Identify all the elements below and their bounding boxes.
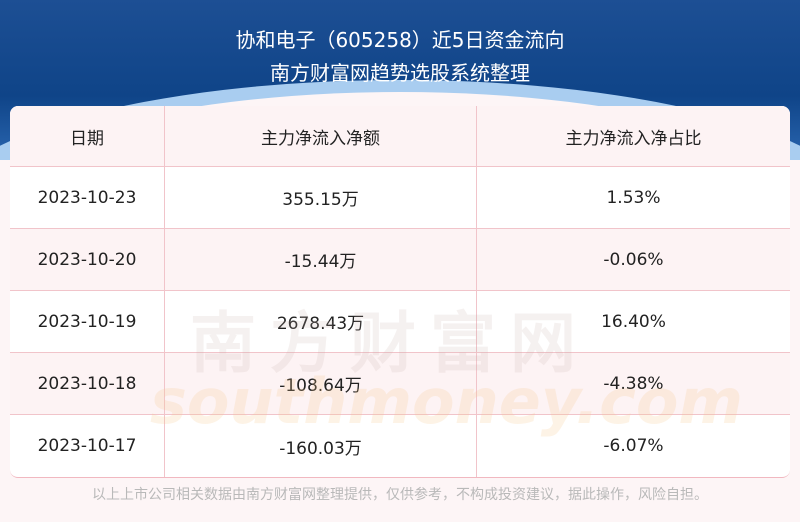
date-cell: 2023-10-23 <box>10 167 165 228</box>
table-row: 2023-10-17 -160.03万 -6.07% <box>10 415 790 477</box>
table-row: 2023-10-19 2678.43万 16.40% <box>10 291 790 353</box>
disclaimer: 以上上市公司相关数据由南方财富网整理提供，仅供参考，不构成投资建议，据此操作，风… <box>92 487 708 503</box>
table-row: 2023-10-20 -15.44万 -0.06% <box>10 229 790 291</box>
page-title: 协和电子（605258）近5日资金流向 <box>235 28 565 52</box>
table-row: 2023-10-23 355.15万 1.53% <box>10 167 790 229</box>
date-cell: 2023-10-17 <box>10 415 165 477</box>
date-cell: 2023-10-18 <box>10 353 165 414</box>
date-cell: 2023-10-19 <box>10 291 165 352</box>
table-row: 2023-10-18 -108.64万 -4.38% <box>10 353 790 415</box>
net-inflow-cell: -15.44万 <box>165 229 477 290</box>
page-subtitle: 南方财富网趋势选股系统整理 <box>270 61 530 85</box>
net-ratio-cell: 1.53% <box>606 187 661 208</box>
date-cell: 2023-10-20 <box>10 229 165 290</box>
net-ratio-cell: 16.40% <box>601 311 666 332</box>
table-header-row: 日期 主力净流入净额 主力净流入净占比 <box>10 106 790 167</box>
net-inflow-cell: 355.15万 <box>165 167 477 228</box>
net-ratio-cell: -4.38% <box>603 373 664 394</box>
net-ratio-cell: -0.06% <box>603 249 664 270</box>
column-header-date: 日期 <box>10 106 165 166</box>
net-inflow-cell: 2678.43万 <box>165 291 477 352</box>
column-header-net-inflow: 主力净流入净额 <box>165 106 477 166</box>
net-inflow-cell: -108.64万 <box>165 353 477 414</box>
net-inflow-cell: -160.03万 <box>165 415 477 477</box>
net-ratio-cell: -6.07% <box>603 436 664 456</box>
column-header-net-ratio: 主力净流入净占比 <box>565 128 702 149</box>
fund-flow-table: 日期 主力净流入净额 主力净流入净占比 2023-10-23 355.15万 1… <box>10 106 790 478</box>
